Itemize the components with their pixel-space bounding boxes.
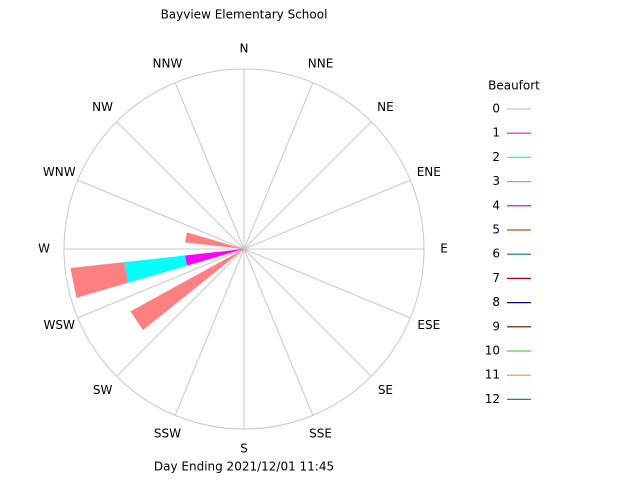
- direction-label: S: [240, 442, 248, 456]
- legend-label: 7: [492, 271, 500, 285]
- spoke: [174, 248, 245, 416]
- direction-label: ESE: [417, 318, 440, 332]
- direction-label: N: [240, 42, 249, 56]
- spoke: [243, 248, 372, 377]
- direction-label: NNE: [308, 57, 334, 71]
- wedge-segment: [124, 255, 187, 283]
- spoke: [77, 179, 245, 250]
- spoke: [77, 248, 245, 319]
- direction-label: SSW: [154, 426, 181, 440]
- direction-label: NNW: [153, 57, 183, 71]
- direction-label: SE: [378, 383, 393, 397]
- direction-label: SW: [93, 383, 113, 397]
- legend-label: 8: [492, 295, 500, 309]
- legend-label: 11: [485, 368, 500, 382]
- legend-label: 10: [485, 344, 500, 358]
- spoke: [243, 248, 411, 319]
- legend-label: 1: [492, 126, 500, 140]
- direction-label: NW: [92, 100, 113, 114]
- legend-label: 3: [492, 174, 500, 188]
- legend-label: 6: [492, 247, 500, 261]
- chart-title: Bayview Elementary School: [161, 8, 328, 22]
- legend-label: 0: [492, 102, 500, 116]
- spoke: [174, 82, 245, 250]
- legend-title: Beaufort: [488, 79, 540, 93]
- spoke: [243, 179, 411, 250]
- legend-label: 5: [492, 223, 500, 237]
- legend-label: 12: [485, 392, 500, 406]
- legend-label: 4: [492, 198, 500, 212]
- wedge-segment: [70, 262, 129, 298]
- spoke: [116, 121, 245, 250]
- direction-label: ENE: [417, 165, 441, 179]
- direction-label: E: [440, 242, 448, 256]
- wedge-segment: [130, 249, 244, 331]
- legend-label: 9: [492, 319, 500, 333]
- direction-label: WSW: [44, 318, 75, 332]
- direction-label: W: [38, 242, 50, 256]
- direction-label: WNW: [43, 165, 76, 179]
- wedge-segment: [184, 249, 244, 266]
- chart-footer: Day Ending 2021/12/01 11:45: [154, 460, 334, 474]
- direction-label: NE: [377, 100, 394, 114]
- direction-label: SSE: [309, 426, 332, 440]
- spoke: [116, 248, 245, 377]
- spoke: [243, 82, 314, 250]
- spoke: [243, 248, 314, 416]
- spoke: [243, 121, 372, 250]
- wedge-segment: [184, 232, 244, 249]
- legend-label: 2: [492, 150, 500, 164]
